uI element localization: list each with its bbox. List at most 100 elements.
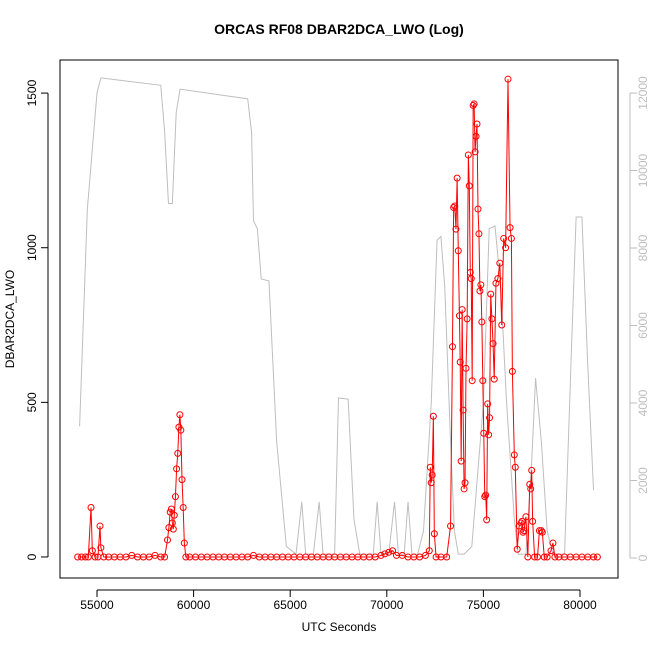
y2-tick-label: 0 — [636, 554, 650, 561]
data-point — [428, 471, 436, 479]
data-point — [494, 275, 502, 283]
data-point — [84, 553, 92, 561]
data-point — [459, 406, 467, 414]
y2-tick-label: 6000 — [636, 312, 650, 339]
data-point — [481, 493, 489, 501]
data-point — [485, 431, 493, 439]
data-point — [171, 493, 179, 501]
data-point — [479, 377, 487, 385]
data-point — [488, 315, 496, 323]
data-point — [492, 279, 500, 287]
data-point — [100, 553, 108, 561]
data-point — [443, 553, 451, 561]
data-point — [593, 553, 601, 561]
data-point — [170, 511, 178, 519]
data-point — [529, 517, 537, 525]
data-point — [464, 151, 472, 159]
y2-tick-label: 8000 — [636, 234, 650, 261]
data-point — [486, 414, 494, 422]
data-point — [513, 545, 521, 553]
data-point — [549, 539, 557, 547]
data-point — [88, 547, 96, 555]
y-tick-label: 1000 — [25, 234, 39, 261]
data-point — [78, 553, 86, 561]
data-point — [167, 505, 175, 513]
data-point — [91, 553, 99, 561]
data-point — [540, 553, 548, 561]
x-axis-label: UTC Seconds — [302, 620, 377, 634]
data-point — [475, 230, 483, 238]
x-tick-label: 65000 — [274, 598, 308, 612]
data-point — [182, 553, 190, 561]
plot-frame — [59, 59, 619, 579]
data-point — [524, 553, 532, 561]
data-point — [538, 528, 546, 536]
data-point — [164, 536, 172, 544]
data-point — [480, 429, 488, 437]
data-point — [510, 451, 518, 459]
data-point — [502, 244, 510, 252]
y-axis-label: DBAR2DCA_LWO — [3, 270, 17, 368]
y-tick-label: 0 — [25, 553, 39, 560]
data-point — [430, 530, 438, 538]
x-tick-label: 75000 — [467, 598, 501, 612]
x-tick-label: 80000 — [563, 598, 597, 612]
data-point — [528, 466, 536, 474]
y2-tick-label: 2000 — [636, 467, 650, 494]
y-tick-label: 1500 — [25, 79, 39, 106]
chart-title: ORCAS RF08 DBAR2DCA_LWO (Log) — [214, 21, 464, 37]
data-point — [506, 224, 514, 232]
data-point — [478, 318, 486, 326]
altitude-line — [79, 77, 595, 556]
data-point — [178, 476, 186, 484]
data-point — [173, 465, 181, 473]
data-point — [590, 553, 598, 561]
data-point — [519, 528, 527, 536]
data-point — [432, 553, 440, 561]
data-point — [527, 485, 535, 493]
data-point — [551, 553, 559, 561]
data-point — [427, 479, 435, 487]
data-point — [457, 457, 465, 465]
data-point — [469, 101, 477, 109]
data-point — [169, 525, 177, 533]
data-point — [467, 275, 475, 283]
data-point — [429, 412, 437, 420]
data-point — [518, 517, 526, 525]
data-point — [74, 553, 82, 561]
data-point — [385, 548, 393, 556]
data-point — [474, 205, 482, 213]
x-tick-label: 60000 — [177, 598, 211, 612]
data-point — [161, 553, 169, 561]
data-point — [483, 516, 491, 524]
data-point — [177, 426, 185, 434]
data-point — [500, 234, 508, 242]
data-point — [179, 503, 187, 511]
data-point — [176, 411, 184, 419]
data-point — [484, 400, 492, 408]
data-point — [477, 281, 485, 289]
data-point — [165, 524, 173, 532]
data-point — [511, 463, 519, 471]
data-point — [447, 522, 455, 530]
data-point — [425, 547, 433, 555]
data-point — [496, 259, 504, 267]
data-point — [174, 449, 182, 457]
data-point — [96, 522, 104, 530]
y-tick-label: 500 — [25, 392, 39, 412]
data-line — [77, 79, 598, 558]
data-point — [421, 551, 429, 559]
data-point — [465, 182, 473, 190]
data-point — [498, 321, 506, 329]
data-point — [389, 547, 397, 555]
data-point — [487, 290, 495, 298]
data-point — [454, 247, 462, 255]
data-point — [490, 375, 498, 383]
data-point — [543, 553, 551, 561]
y2-tick-label: 10000 — [636, 154, 650, 188]
data-point — [520, 527, 528, 535]
data-point — [468, 377, 476, 385]
data-point — [450, 204, 458, 212]
data-point — [448, 343, 456, 351]
